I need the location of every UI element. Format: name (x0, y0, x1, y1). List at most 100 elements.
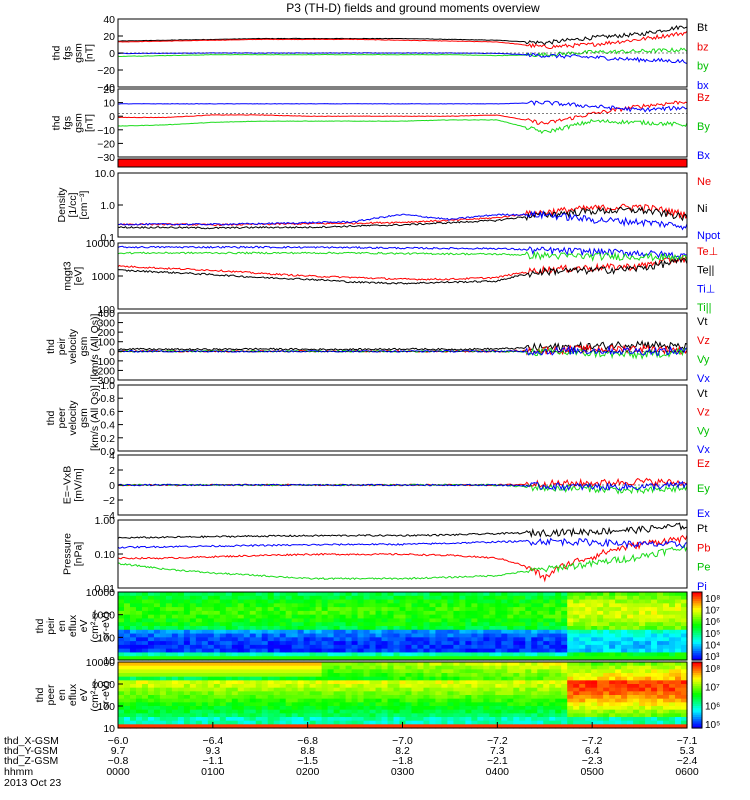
spectrogram-cell (273, 595, 281, 601)
spectrogram-cell (525, 684, 532, 689)
spectrogram-cell (201, 695, 209, 700)
spectrogram-cell (357, 599, 365, 604)
spectrogram-cell (657, 614, 664, 620)
spectrogram-cell (399, 618, 407, 623)
spectrogram-cell (297, 717, 305, 722)
spectrogram-cell (135, 673, 143, 678)
spectrogram-cell (501, 709, 508, 714)
spectrogram-cell (609, 709, 616, 714)
spectrogram-cell (429, 665, 437, 670)
spectrogram-cell (543, 706, 550, 711)
spectrogram-cell (495, 622, 502, 627)
spectrogram-cell (267, 669, 275, 674)
spectrogram-cell (219, 626, 227, 631)
spectrogram-cell (225, 618, 233, 623)
spectrogram-cell (615, 629, 622, 635)
spectrogram-cell (351, 652, 359, 657)
spectrogram-cell (303, 626, 311, 631)
spectrogram-cell (123, 637, 131, 642)
spectrogram-cell (573, 648, 580, 654)
spectrogram-cell (243, 603, 251, 608)
spectrogram-cell (219, 595, 227, 601)
spectrogram-cell (225, 713, 233, 718)
spectrogram-cell (303, 644, 311, 650)
spectrogram-cell (633, 680, 640, 685)
spectrogram-cell (555, 698, 562, 703)
spectrogram-cell (327, 607, 335, 612)
spectrogram-cell (681, 648, 688, 654)
spectrogram-cell (543, 669, 550, 674)
spectrogram-cell (609, 724, 616, 729)
spectrogram-cell (213, 695, 221, 700)
spectrogram-cell (321, 622, 329, 627)
spectrogram-cell (603, 614, 610, 620)
spectrogram-cell (189, 691, 197, 696)
spectrogram-cell (489, 717, 496, 722)
spectrogram-cell (225, 622, 233, 627)
series-line-Vx (117, 344, 688, 356)
spectrogram-cell (363, 673, 371, 678)
spectrogram-cell (165, 595, 173, 601)
y-tick-label: 10 (103, 98, 115, 110)
spectrogram-cell (351, 614, 359, 620)
spectrogram-cell (141, 676, 149, 681)
spectrogram-cell (483, 662, 490, 667)
spectrogram-cell (147, 656, 155, 661)
spectrogram-cell (639, 695, 646, 700)
spectrogram-cell (441, 626, 449, 631)
spectrogram-cell (417, 662, 425, 667)
spectrogram-cell (615, 720, 622, 725)
spectrogram-cell (489, 713, 496, 718)
spectrogram-cell (459, 592, 466, 597)
spectrogram-cell (129, 614, 137, 620)
spectrogram-cell (201, 648, 209, 654)
legend-Pb: Pb (697, 542, 710, 554)
spectrogram-cell (681, 702, 688, 707)
spectrogram-cell (621, 702, 628, 707)
spectrogram-cell (345, 684, 353, 689)
spectrogram-cell (561, 622, 568, 627)
spectrogram-cell (249, 652, 257, 657)
spectrogram-cell (675, 652, 682, 657)
spectrogram-cell (351, 662, 359, 667)
spectrogram-cell (165, 724, 173, 729)
spectrogram-cell (489, 669, 496, 674)
spectrogram-cell (243, 706, 251, 711)
spectrogram-cell (459, 610, 466, 616)
spectrogram-cell (561, 709, 568, 714)
spectrogram-cell (591, 633, 598, 638)
spectrogram-cell (405, 599, 413, 604)
spectrogram-cell (147, 622, 155, 627)
spectrogram-cell (441, 622, 449, 627)
spectrogram-cell (459, 680, 466, 685)
spectrogram-cell (675, 618, 682, 623)
spectrogram-cell (297, 641, 305, 646)
spectrogram-cell (429, 610, 437, 616)
spectrogram-cell (525, 626, 532, 631)
spectrogram-cell (249, 626, 257, 631)
spectrogram-cell (405, 652, 413, 657)
spectrogram-cell (681, 691, 688, 696)
spectrogram-cell (429, 603, 437, 608)
spectrogram-cell (645, 709, 652, 714)
spectrogram-cell (357, 706, 365, 711)
spectrogram-cell (243, 641, 251, 646)
spectrogram-cell (561, 626, 568, 631)
spectrogram-cell (477, 622, 484, 627)
spectrogram-cell (237, 607, 245, 612)
spectrogram-cell (243, 680, 251, 685)
spectrogram-cell (255, 633, 263, 638)
spectrogram-cell (405, 706, 413, 711)
spectrogram-cell (375, 592, 383, 597)
spectrogram-cell (423, 595, 431, 601)
spectrogram-cell (519, 618, 526, 623)
spectrogram-cell (543, 698, 550, 703)
spectrogram-cell (237, 622, 245, 627)
legend-Vx: Vx (697, 373, 710, 385)
spectrogram-cell (225, 599, 233, 604)
spectrogram-cell (213, 709, 221, 714)
spectrogram-cell (327, 595, 335, 601)
spectrogram-cell (411, 622, 419, 627)
spectrogram-cell (273, 607, 281, 612)
spectrogram-cell (339, 599, 347, 604)
